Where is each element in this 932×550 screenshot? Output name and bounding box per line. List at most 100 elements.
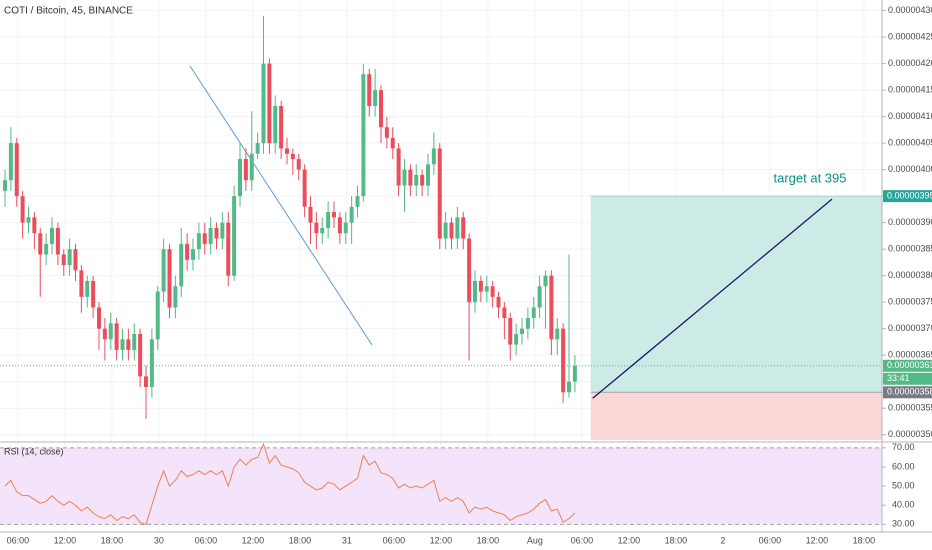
candle-body	[537, 286, 542, 308]
candle-body	[279, 106, 284, 149]
candle-body	[238, 159, 242, 197]
candle-body	[508, 318, 513, 345]
candle-body	[226, 222, 231, 276]
candle-body	[61, 254, 66, 266]
rsi-tick-label: 50.00	[892, 480, 915, 490]
y-tick-label: 0.00000405	[888, 138, 932, 148]
candle-body	[44, 243, 49, 255]
candle-body	[173, 286, 178, 308]
candle-body	[543, 275, 548, 287]
y-tick-label: 0.00000425	[888, 31, 932, 41]
target-label: 0.00000395	[887, 191, 932, 201]
candle-body	[85, 280, 90, 297]
target-note: target at 395	[774, 171, 847, 186]
candle-body	[443, 222, 448, 239]
candle-body	[343, 222, 348, 234]
x-tick-label: 18:00	[289, 535, 312, 545]
candle-body	[514, 333, 519, 345]
position-tool: target at 395	[0, 171, 882, 440]
x-tick-label: 12:00	[806, 535, 829, 545]
x-tick-label: 06:00	[759, 535, 782, 545]
candle-body	[138, 333, 143, 377]
candle-body	[132, 333, 137, 350]
candle-body	[73, 249, 78, 271]
candle-body	[520, 328, 524, 334]
candle-body	[255, 143, 260, 154]
candle-body	[531, 307, 536, 319]
rsi-band	[0, 447, 882, 525]
candle-body	[50, 227, 54, 244]
candle-body	[455, 217, 460, 239]
candle-body	[314, 222, 319, 234]
y-tick-label: 0.00000375	[888, 297, 932, 307]
candle-body	[561, 328, 566, 393]
rsi-tick-label: 60.00	[892, 461, 915, 471]
candle-body	[232, 196, 237, 276]
candle-body	[402, 169, 407, 186]
candle-body	[32, 217, 37, 234]
candle-body	[390, 137, 395, 149]
candle-body	[14, 143, 19, 197]
target-label-box	[883, 190, 932, 203]
candle-body	[55, 227, 60, 255]
candle-body	[155, 291, 160, 340]
candle-body	[502, 307, 507, 319]
candle-body	[461, 217, 466, 239]
candle-body	[208, 227, 213, 244]
x-tick-label: 18:00	[101, 535, 124, 545]
candle-body	[79, 270, 84, 297]
candle-body	[379, 90, 383, 128]
candle-body	[67, 249, 72, 266]
y-tick-label: 0.00000370	[888, 323, 932, 333]
candle-body	[26, 217, 31, 223]
x-tick-label: 06:00	[383, 535, 406, 545]
x-tick-label: 12:00	[430, 535, 453, 545]
candle-body	[273, 106, 278, 144]
candle-body	[102, 328, 107, 340]
candle-body	[478, 280, 483, 292]
candle-body	[572, 365, 577, 382]
y-tick-label: 0.00000420	[888, 58, 932, 68]
candle-body	[38, 233, 43, 255]
candle-body	[414, 174, 419, 186]
candle-body	[126, 339, 131, 350]
candle-body	[220, 222, 225, 239]
candle-body	[420, 174, 425, 186]
y-tick-label: 0.00000365	[888, 350, 932, 360]
x-tick-label: 06:00	[195, 535, 218, 545]
x-tick-label: 12:00	[618, 535, 641, 545]
candle-body	[97, 307, 101, 329]
candle-body	[249, 153, 254, 181]
y-tick-label: 0.00000390	[888, 217, 932, 227]
candle-body	[161, 249, 166, 292]
candle-body	[296, 159, 301, 170]
candle-body	[473, 280, 477, 303]
y-tick-label: 0.00000430	[888, 5, 932, 15]
candle-body	[484, 286, 489, 292]
entry-label-box	[883, 386, 932, 399]
x-tick-label: 06:00	[7, 535, 30, 545]
candle-body	[320, 227, 325, 234]
loss-zone	[590, 392, 882, 440]
candle-body	[214, 227, 219, 239]
candle-body	[308, 206, 313, 223]
candle-body	[449, 222, 454, 239]
candle-body	[3, 180, 7, 191]
last-price-label: 0.00000363	[887, 360, 932, 370]
candle-body	[326, 212, 331, 228]
y-tick-label: 0.00000400	[888, 164, 932, 174]
y-tick-label: 0.00000350	[888, 429, 932, 439]
chart-title: COTI / Bitcoin, 45, BINANCE	[4, 6, 133, 17]
entry-label: 0.00000358	[887, 387, 932, 397]
x-tick-label: 18:00	[665, 535, 688, 545]
candle-body	[290, 153, 295, 160]
candle-body	[191, 249, 195, 260]
y-tick-label: 0.00000415	[888, 84, 932, 94]
projection-line	[592, 198, 833, 399]
rsi-tick-label: 30.00	[892, 519, 915, 529]
candle-body	[202, 233, 207, 244]
candle-body	[167, 249, 172, 308]
candle-body	[114, 323, 119, 350]
candle-body	[267, 63, 272, 144]
rsi-line	[4, 442, 576, 525]
